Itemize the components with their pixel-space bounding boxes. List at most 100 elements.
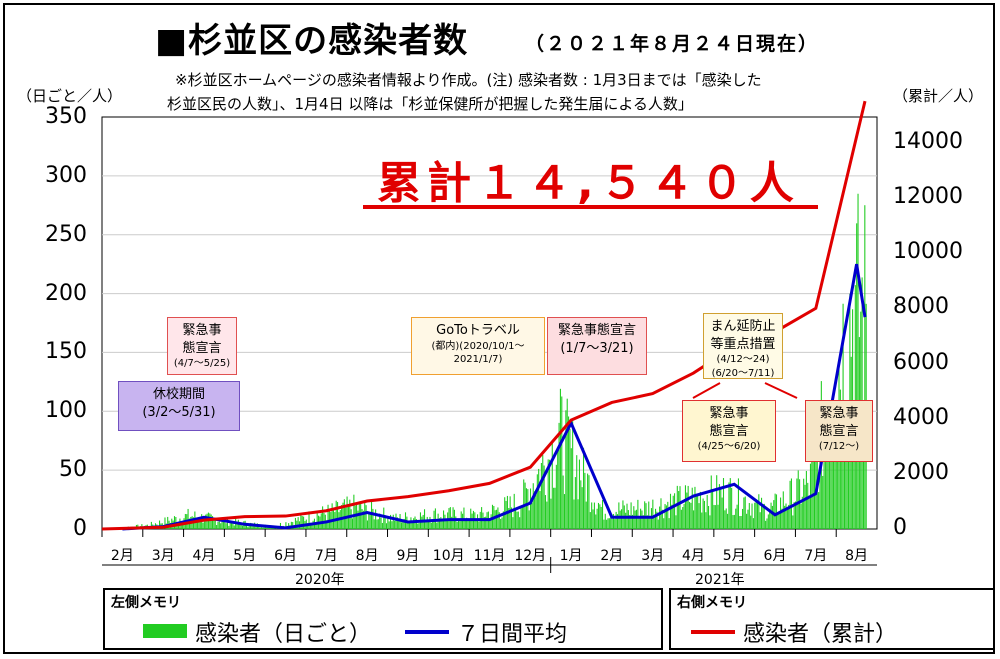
daily-bar	[285, 522, 287, 529]
daily-bar	[679, 486, 681, 529]
daily-bar	[592, 509, 594, 529]
daily-bar	[515, 509, 517, 529]
annotation-line: (3/2～5/31)	[142, 404, 216, 420]
daily-bar	[697, 493, 699, 529]
left-tick-label: 250	[45, 221, 87, 247]
daily-bar	[686, 492, 688, 529]
right-tick-label: 12000	[893, 184, 963, 210]
daily-bar	[648, 501, 650, 529]
daily-bar	[549, 459, 551, 529]
annotation-line: 緊急事	[819, 406, 859, 421]
daily-bar	[845, 434, 847, 529]
daily-bar	[390, 514, 392, 529]
daily-bar	[778, 513, 780, 529]
daily-bar	[455, 516, 457, 529]
daily-bar	[803, 478, 805, 529]
daily-bar	[619, 510, 621, 529]
daily-bar	[217, 521, 219, 529]
daily-bar	[425, 521, 427, 529]
daily-bar	[587, 473, 589, 529]
daily-bar	[456, 521, 458, 529]
daily-bar	[714, 505, 716, 529]
daily-bar	[557, 450, 559, 529]
daily-bar	[211, 516, 214, 529]
daily-bar	[413, 518, 415, 529]
daily-bar	[655, 508, 657, 529]
daily-bar	[814, 445, 816, 529]
annotation-period: (4/25～6/20)	[697, 441, 761, 453]
daily-bar	[294, 517, 296, 529]
daily-bar	[785, 503, 787, 529]
x-tick-label: 12月	[514, 548, 547, 564]
daily-bar	[369, 512, 371, 529]
daily-bar	[826, 430, 828, 529]
daily-bar	[754, 502, 756, 529]
daily-bar	[375, 509, 377, 529]
daily-bar	[459, 521, 461, 529]
daily-bar	[690, 502, 692, 529]
daily-bar	[423, 509, 426, 529]
daily-bar	[574, 477, 576, 529]
daily-bar	[833, 442, 835, 529]
x-tick-label: 2月	[600, 548, 624, 564]
daily-bar	[747, 509, 749, 529]
daily-bar	[224, 518, 226, 529]
daily-bar	[716, 475, 718, 529]
daily-bar	[593, 502, 595, 529]
daily-bar	[611, 518, 613, 529]
daily-bar	[331, 503, 333, 529]
legend-left-axis: 左側メモリ 感染者（日ごと） ７日間平均	[103, 588, 663, 650]
daily-bar	[377, 519, 379, 529]
daily-bar	[786, 507, 788, 529]
daily-bar	[438, 518, 441, 529]
daily-bar	[653, 518, 655, 529]
daily-bar	[531, 502, 533, 529]
daily-bar	[794, 501, 797, 529]
annotation-line: GoToトラベル	[436, 323, 520, 338]
daily-bar	[588, 475, 590, 529]
daily-bar	[383, 507, 385, 529]
daily-bar	[373, 519, 375, 529]
daily-bar	[735, 508, 737, 529]
annotation-period: (都内)(2020/10/1～2021/1/7)	[431, 340, 525, 366]
daily-bar	[528, 510, 530, 529]
daily-bar	[315, 523, 317, 529]
daily-bar	[761, 497, 763, 529]
daily-bar	[445, 519, 447, 529]
daily-bar	[496, 509, 498, 529]
chart-frame: ■杉並区の感染者数 （２０２１年８月２４日現在） ※杉並区ホームページの感染者情…	[3, 3, 995, 654]
annotation-emergency2: 緊急事態宣言 (1/7～3/21)	[547, 317, 647, 375]
daily-bar	[346, 496, 348, 529]
daily-bar	[705, 512, 707, 529]
daily-bar	[362, 510, 364, 529]
x-tick-label: 1月	[559, 548, 583, 564]
daily-bar	[409, 522, 411, 529]
daily-bar	[659, 506, 661, 529]
daily-bar	[501, 517, 503, 529]
daily-bar	[580, 480, 582, 529]
daily-bar	[763, 503, 765, 529]
daily-bar	[766, 518, 768, 529]
annotation-line: (1/7～3/21)	[560, 340, 634, 356]
daily-bar	[599, 504, 601, 529]
daily-bar	[357, 510, 359, 529]
daily-bar	[724, 510, 726, 529]
daily-bar	[429, 516, 431, 529]
daily-bar	[777, 512, 779, 529]
total-underline	[363, 205, 818, 209]
daily-bar	[743, 497, 745, 529]
daily-bar	[644, 501, 646, 529]
legend-avg-swatch	[405, 630, 449, 634]
daily-bar	[213, 517, 215, 529]
daily-bar	[675, 515, 677, 529]
right-axis-label: （累計／人）	[893, 87, 984, 105]
daily-bar	[656, 511, 658, 529]
daily-bar	[765, 520, 767, 529]
daily-bar	[512, 517, 514, 529]
daily-bar	[218, 521, 220, 529]
daily-bar	[381, 522, 383, 529]
daily-bar	[614, 519, 616, 529]
daily-bar	[342, 502, 344, 529]
x-tick-label: 5月	[722, 548, 746, 564]
daily-bar	[232, 522, 234, 529]
